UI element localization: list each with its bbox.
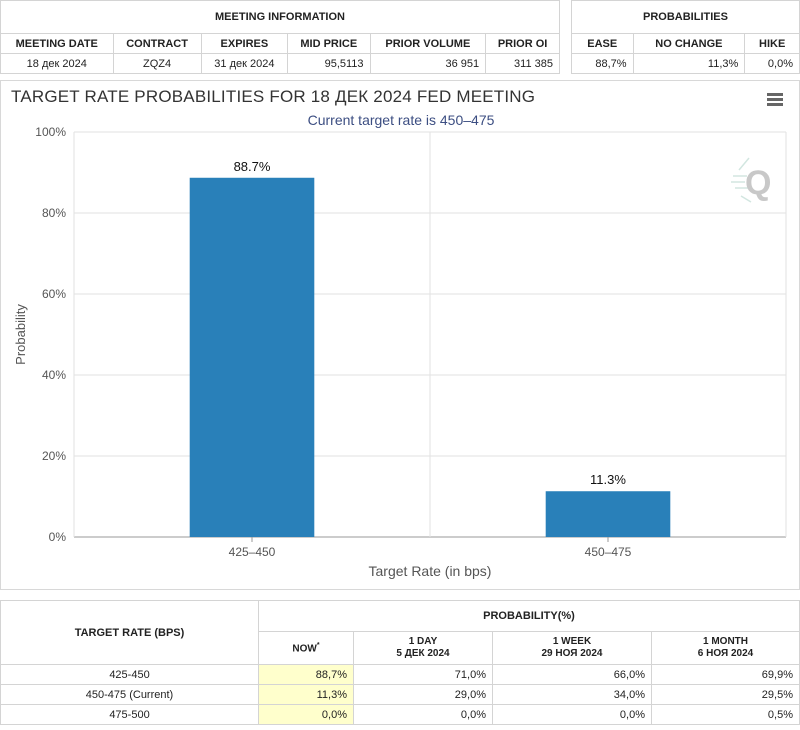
now-cell: 11,3%	[258, 684, 354, 705]
day-cell: 0,0%	[353, 704, 493, 725]
probabilities-heading: PROBABILITIES	[571, 0, 800, 34]
no-change-value: 11,3%	[632, 53, 746, 74]
now-cell: 88,7%	[258, 664, 354, 685]
day-cell: 29,0%	[353, 684, 493, 705]
meeting-info-heading: MEETING INFORMATION	[0, 0, 560, 34]
week-cell: 34,0%	[492, 684, 652, 705]
prior-oi-value: 311 385	[485, 53, 560, 74]
chart-panel: TARGET RATE PROBABILITIES FOR 18 ДЕК 202…	[0, 80, 800, 590]
col-1month: 1 MONTH 6 НОЯ 2024	[651, 631, 800, 665]
rate-cell: 425-450	[0, 664, 259, 685]
rate-cell: 450-475 (Current)	[0, 684, 259, 705]
month-cell: 69,9%	[651, 664, 800, 685]
table-row: 450-475 (Current) 11,3% 29,0% 34,0% 29,5…	[0, 684, 800, 705]
target-rate-header: TARGET RATE (BPS)	[0, 600, 259, 665]
bar	[189, 177, 315, 537]
col-1week: 1 WEEK 29 НОЯ 2024	[492, 631, 652, 665]
target-rate-table: TARGET RATE (BPS) PROBABILITY(%) NOW* 1 …	[0, 600, 800, 725]
meeting-info-table: MEETING INFORMATION MEETING DATE CONTRAC…	[0, 0, 560, 74]
col-no-change: NO CHANGE	[632, 33, 746, 54]
y-axis-label: Probability	[13, 304, 28, 365]
col-meeting-date: MEETING DATE	[0, 33, 114, 54]
contract-value: ZQZ4	[112, 53, 202, 74]
cme-q-logo-icon: Q	[731, 157, 771, 203]
col-ease: EASE	[571, 33, 634, 54]
col-contract: CONTRACT	[112, 33, 202, 54]
x-tick-label: 425–450	[229, 545, 276, 559]
y-tick-label: 40%	[42, 368, 66, 382]
rate-cell: 475-500	[0, 704, 259, 725]
y-tick-label: 100%	[35, 125, 66, 139]
table-row: 425-450 88,7% 71,0% 66,0% 69,9%	[0, 664, 800, 685]
day-cell: 71,0%	[353, 664, 493, 685]
col-prior-oi: PRIOR OI	[485, 33, 560, 54]
month-cell: 0,5%	[651, 704, 800, 725]
y-tick-label: 20%	[42, 449, 66, 463]
x-tick-label: 450–475	[585, 545, 632, 559]
bar-chart: 0% 20% 40% 60% 80% 100% 88.7% 425–450 11.3% 450–4…	[13, 125, 787, 579]
svg-text:Q: Q	[745, 164, 771, 202]
month-cell: 29,5%	[651, 684, 800, 705]
y-tick-label: 80%	[42, 206, 66, 220]
table-row: 475-500 0,0% 0,0% 0,0% 0,5%	[0, 704, 800, 725]
mid-price-value: 95,5113	[287, 53, 371, 74]
col-1day: 1 DAY 5 ДЕК 2024	[353, 631, 493, 665]
week-cell: 0,0%	[492, 704, 652, 725]
probabilities-table: PROBABILITIES EASE NO CHANGE HIKE 88,7% …	[571, 0, 800, 74]
x-axis-label: Target Rate (in bps)	[369, 563, 492, 579]
ease-value: 88,7%	[571, 53, 634, 74]
col-mid-price: MID PRICE	[287, 33, 371, 54]
week-cell: 66,0%	[492, 664, 652, 685]
col-hike: HIKE	[744, 33, 800, 54]
bar-data-label: 11.3%	[590, 472, 626, 487]
col-prior-volume: PRIOR VOLUME	[369, 33, 487, 54]
hike-value: 0,0%	[744, 53, 800, 74]
chart-subtitle: Current target rate is 450–475	[307, 112, 495, 128]
y-tick-label: 0%	[49, 530, 67, 544]
y-tick-label: 60%	[42, 287, 66, 301]
now-cell: 0,0%	[258, 704, 354, 725]
col-expires: EXPIRES	[200, 33, 289, 54]
expires-value: 31 дек 2024	[200, 53, 289, 74]
hamburger-menu-icon[interactable]	[767, 93, 783, 107]
prior-volume-value: 36 951	[369, 53, 487, 74]
meeting-date-value: 18 дек 2024	[0, 53, 114, 74]
bar-data-label: 88.7%	[234, 159, 271, 174]
col-now: NOW*	[258, 631, 354, 665]
bar	[545, 491, 671, 537]
probability-header: PROBABILITY(%)	[258, 600, 800, 632]
chart-title: TARGET RATE PROBABILITIES FOR 18 ДЕК 202…	[11, 87, 536, 106]
